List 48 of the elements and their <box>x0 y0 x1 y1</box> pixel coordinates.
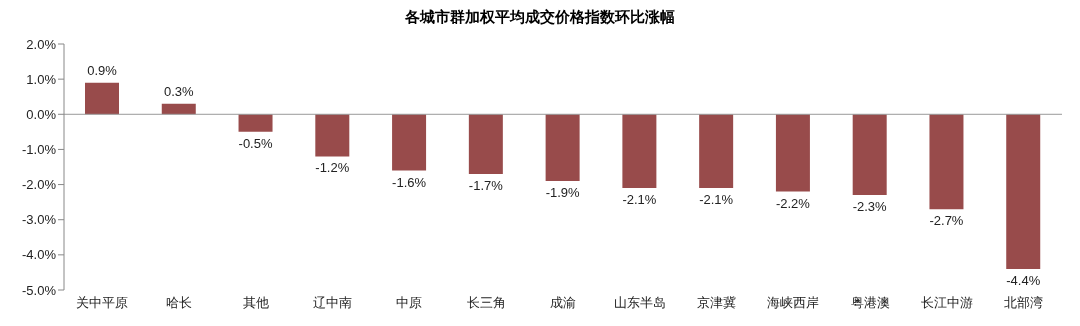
bar <box>315 114 350 157</box>
bar <box>622 114 657 189</box>
y-tick-label: -1.0% <box>22 142 57 158</box>
x-tick-label: 山东半岛 <box>613 295 666 311</box>
x-tick-label: 海峡西岸 <box>767 295 820 311</box>
y-tick-label: 0.0% <box>26 106 57 122</box>
data-label: -2.2% <box>775 195 811 211</box>
bar <box>392 114 427 171</box>
data-label: 0.9% <box>87 62 118 78</box>
x-tick-label: 辽中南 <box>313 295 353 311</box>
bar <box>929 114 964 210</box>
bar <box>468 114 503 175</box>
bar <box>775 114 810 192</box>
data-label: -2.1% <box>699 192 734 208</box>
data-label: -1.2% <box>315 160 350 176</box>
bar <box>699 114 734 189</box>
data-label: -1.9% <box>545 185 581 201</box>
data-label: -2.3% <box>852 199 888 215</box>
y-tick-label: -4.0% <box>22 247 57 263</box>
x-tick-label: 哈长 <box>166 295 193 311</box>
chart-title: 各城市群加权平均成交价格指数环比涨幅 <box>404 8 676 27</box>
bar <box>238 114 273 132</box>
x-tick-label: 长江中游 <box>920 295 973 311</box>
data-label: -2.7% <box>929 213 964 229</box>
data-label: -1.7% <box>468 178 504 194</box>
y-tick-label: -5.0% <box>22 282 57 298</box>
data-label: -0.5% <box>238 135 273 151</box>
bar <box>545 114 580 182</box>
x-tick-label: 京津冀 <box>697 295 737 311</box>
data-label: -4.4% <box>1006 272 1041 288</box>
x-tick-label: 中原 <box>396 295 423 311</box>
x-tick-label: 粤港澳 <box>850 295 890 311</box>
y-tick-label: 2.0% <box>26 36 57 52</box>
bar <box>85 82 119 115</box>
x-tick-label: 关中平原 <box>76 295 129 311</box>
bar <box>1006 114 1041 269</box>
x-tick-label: 长三角 <box>466 295 506 311</box>
bar <box>852 114 887 196</box>
y-tick-label: -3.0% <box>22 212 57 228</box>
bar <box>161 103 196 115</box>
data-label: 0.3% <box>163 83 195 99</box>
y-tick-label: -2.0% <box>22 177 57 193</box>
x-tick-label: 北部湾 <box>1004 295 1044 311</box>
data-label: -1.6% <box>392 174 427 190</box>
y-tick-label: 1.0% <box>26 71 57 87</box>
x-tick-label: 成渝 <box>550 295 576 311</box>
x-tick-label: 其他 <box>242 295 269 311</box>
data-label: -2.1% <box>622 192 657 208</box>
